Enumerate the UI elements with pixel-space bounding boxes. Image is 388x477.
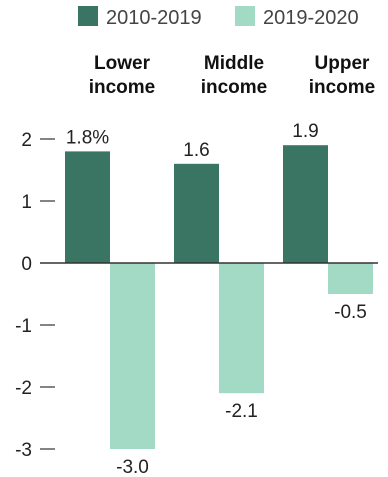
category-label-2-line2: income [309,77,376,98]
data-label-1-series-1: -2.1 [225,401,258,422]
y-tick-label-0: 2 [21,130,32,151]
bar-0-series-0 [65,151,110,263]
data-label-1-series-0: 1.6 [183,140,209,161]
bars [65,145,373,449]
category-label-1-line1: Middle [204,53,264,74]
category-labels: Lower income Middle income Upper income [89,53,376,98]
legend-label-0: 2010-2019 [106,7,202,29]
bar-1-series-0 [174,163,219,263]
y-tick-label-3: -1 [15,316,32,337]
category-label-0-line2: income [89,77,156,98]
category-label-0-line1: Lower [94,53,151,74]
legend-swatch-0 [78,6,98,26]
data-labels: 1.8% 1.6 1.9 -3.0 -2.1 -0.5 [66,121,367,477]
y-tick-label-1: 1 [21,192,32,213]
y-tick-label-4: -2 [15,378,32,399]
y-tick-label-5: -3 [15,440,32,461]
category-label-1-line2: income [201,77,268,98]
y-axis: 2 1 0 -1 -2 -3 [15,130,55,461]
data-label-2-series-0: 1.9 [292,121,318,142]
legend-swatch-1 [235,6,255,26]
data-label-0-series-0: 1.8% [66,127,109,148]
bar-2-series-0 [283,145,328,263]
legend-label-1: 2019-2020 [263,7,359,29]
data-label-0-series-1: -3.0 [116,457,149,477]
chart-legend: 2010-2019 2019-2020 [78,6,359,29]
bar-1-series-1 [219,263,264,394]
y-tick-label-2: 0 [21,254,32,275]
bar-0-series-1 [110,263,155,449]
bar-2-series-1 [328,263,373,294]
data-label-2-series-1: -0.5 [334,302,367,323]
category-label-2-line1: Upper [315,53,371,74]
